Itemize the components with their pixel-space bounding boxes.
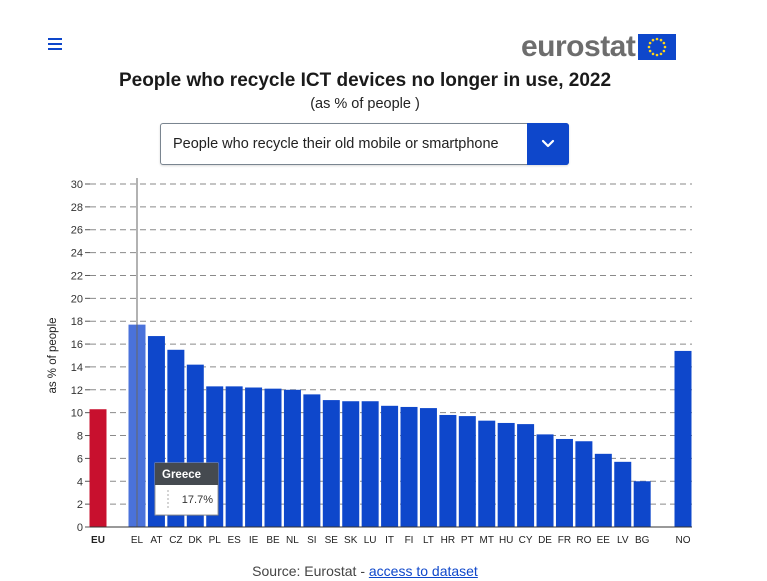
y-tick-label: 4 — [77, 476, 83, 488]
bar-BG — [633, 481, 651, 527]
x-tick-label: BE — [266, 535, 280, 546]
x-tick-label: CZ — [169, 535, 182, 546]
bar-SK — [342, 401, 360, 527]
y-tick-label: 20 — [71, 293, 83, 305]
x-tick-label: PT — [461, 535, 474, 546]
tooltip-header — [155, 463, 218, 485]
y-tick-label: 18 — [71, 316, 83, 328]
y-tick-label: 12 — [71, 385, 83, 397]
x-tick-label: PL — [209, 535, 222, 546]
x-tick-label: LU — [364, 535, 377, 546]
y-tick-label: 6 — [77, 453, 83, 465]
y-tick-label: 14 — [71, 362, 83, 374]
x-tick-label: LT — [423, 535, 434, 546]
x-tick-label: BG — [635, 535, 650, 546]
bar-SI — [303, 394, 321, 527]
dropdown-toggle-button[interactable] — [527, 123, 569, 165]
x-tick-label: EU — [91, 535, 105, 546]
x-tick-label: NL — [286, 535, 299, 546]
bar-RO — [575, 441, 593, 527]
bar-BE — [264, 388, 282, 527]
x-tick-label: EL — [131, 535, 144, 546]
x-tick-label: HR — [441, 535, 455, 546]
bar-HR — [439, 414, 457, 527]
y-tick-label: 30 — [71, 179, 83, 191]
x-tick-label: SE — [325, 535, 339, 546]
y-tick-label: 22 — [71, 270, 83, 282]
y-tick-label: 2 — [77, 499, 83, 511]
source-note: Source: Eurostat - access to dataset — [0, 563, 730, 579]
x-tick-label: IE — [249, 535, 259, 546]
dropdown-selected-value: People who recycle their old mobile or s… — [173, 136, 499, 152]
eurostat-logo: eurostat — [521, 30, 677, 63]
bar-DE — [536, 434, 554, 527]
y-tick-label: 8 — [77, 431, 83, 443]
x-tick-label: AT — [150, 535, 162, 546]
x-tick-label: MT — [480, 535, 494, 546]
bar-ES — [225, 386, 243, 527]
tooltip-title: Greece — [162, 469, 201, 481]
x-tick-label: ES — [227, 535, 241, 546]
y-tick-label: 24 — [71, 248, 83, 260]
y-tick-label: 10 — [71, 408, 83, 420]
bar-IT — [381, 405, 399, 527]
bar-SE — [322, 400, 340, 527]
bar-LT — [419, 408, 437, 527]
x-tick-label: FI — [405, 535, 414, 546]
bar-LU — [361, 401, 379, 527]
hamburger-menu-icon[interactable] — [48, 38, 62, 52]
y-tick-label: 16 — [71, 339, 83, 351]
y-tick-label: 28 — [71, 202, 83, 214]
bar-EU — [89, 409, 107, 527]
bar-NL — [283, 389, 301, 527]
y-axis-label: as % of people — [47, 317, 59, 393]
bar-HU — [497, 422, 515, 527]
access-dataset-link[interactable]: access to dataset — [368, 563, 478, 579]
bar-MT — [478, 420, 496, 527]
logo-text: eurostat — [521, 30, 636, 63]
x-tick-label: IT — [385, 535, 394, 546]
chart-title: People who recycle ICT devices no longer… — [118, 70, 612, 91]
chevron-down-icon — [541, 139, 555, 148]
x-tick-label: CY — [519, 535, 533, 546]
bar-EE — [594, 453, 612, 527]
indicator-dropdown[interactable]: People who recycle their old mobile or s… — [160, 123, 569, 165]
x-tick-label: SK — [344, 535, 358, 546]
tooltip-value: 17.7% — [182, 494, 213, 506]
eu-flag-icon — [638, 34, 677, 60]
x-tick-label: DK — [188, 535, 202, 546]
bar-NO — [674, 350, 692, 527]
source-prefix: Source: Eurostat - — [252, 563, 369, 579]
y-tick-label: 26 — [71, 225, 83, 237]
x-tick-label: EE — [597, 535, 611, 546]
x-tick-label: LV — [617, 535, 629, 546]
bar-FR — [555, 438, 573, 527]
x-tick-label: FR — [558, 535, 571, 546]
bar-IE — [245, 387, 263, 527]
bar-LV — [614, 461, 632, 527]
chart-subtitle: (as % of people ) — [310, 96, 420, 112]
x-tick-label: HU — [499, 535, 513, 546]
y-tick-label: 0 — [77, 522, 83, 534]
bar-CY — [517, 424, 535, 527]
x-tick-label: NO — [676, 535, 691, 546]
bar-FI — [400, 406, 418, 527]
bar-PT — [458, 416, 476, 527]
x-tick-label: SI — [307, 535, 316, 546]
x-tick-label: DE — [538, 535, 552, 546]
x-tick-label: RO — [576, 535, 591, 546]
